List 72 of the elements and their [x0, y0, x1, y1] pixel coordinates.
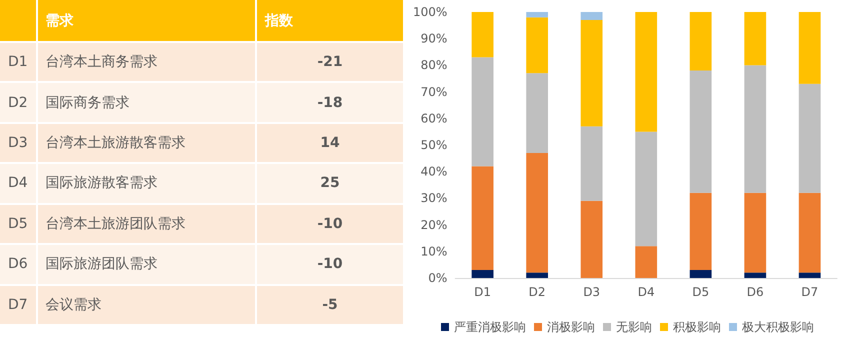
data-label: -10	[256, 244, 404, 285]
bar	[635, 132, 658, 246]
category-label: D1	[0, 42, 37, 82]
category-label: D5	[0, 204, 37, 244]
bar	[526, 152, 548, 273]
bar	[798, 84, 821, 193]
x-tick-label: D2	[528, 285, 546, 299]
x-tick-label: D4	[638, 285, 655, 299]
category-label: D4	[0, 163, 37, 204]
text: 国际旅游散客需求	[36, 163, 256, 204]
bar	[635, 246, 658, 278]
bar	[690, 12, 712, 71]
legend-label: 严重消极影响	[454, 320, 526, 334]
bar	[798, 192, 821, 273]
bar	[472, 57, 494, 166]
bar	[472, 270, 494, 278]
x-tick-label: D6	[746, 285, 764, 299]
x-tick-label: D3	[583, 285, 600, 299]
text: 台湾本土旅游团队需求	[36, 204, 256, 244]
bar	[526, 73, 548, 153]
category-label: D3	[0, 122, 37, 164]
bar	[526, 272, 548, 278]
bar	[635, 12, 658, 132]
bar	[690, 70, 712, 193]
bar	[580, 200, 603, 278]
x-tick-label: D5	[692, 285, 710, 299]
bar	[690, 270, 712, 278]
y-tick-label: 80%	[420, 58, 448, 72]
bar	[472, 12, 494, 58]
y-tick-label: 50%	[420, 138, 448, 152]
legend-label: 消极影响	[547, 320, 595, 334]
legend-label: 极大积极影响	[741, 320, 814, 334]
bar	[580, 126, 603, 201]
legend-label: 积极影响	[673, 320, 721, 334]
y-tick-label: 70%	[420, 84, 448, 99]
bar	[526, 17, 548, 74]
bar	[690, 192, 712, 270]
bar	[744, 12, 766, 66]
data-label: -21	[256, 42, 404, 82]
text: 会议需求	[36, 284, 256, 325]
text: 国际旅游团队需求	[36, 244, 256, 285]
bar	[744, 272, 766, 278]
text: 需求	[36, 0, 256, 42]
data-label: 14	[256, 122, 404, 164]
data-label: -18	[256, 82, 404, 123]
bar	[580, 20, 603, 126]
y-tick-label: 0%	[428, 271, 448, 285]
text: 国际商务需求	[36, 82, 256, 123]
y-tick-label: 90%	[420, 32, 448, 46]
bar	[798, 272, 821, 278]
x-tick-label: D1	[474, 285, 492, 299]
y-tick-label: 10%	[420, 244, 448, 258]
y-tick-label: 60%	[420, 111, 448, 126]
bar	[798, 12, 821, 84]
y-tick-label: 100%	[412, 5, 448, 19]
bar	[744, 192, 766, 273]
text: 台湾本土旅游散客需求	[36, 122, 256, 164]
data-label: -10	[256, 204, 404, 244]
bar	[472, 166, 494, 270]
bar	[744, 65, 766, 193]
text: 台湾本土商务需求	[36, 42, 256, 82]
data-label: 25	[256, 163, 404, 204]
x-tick-label: D7	[801, 285, 818, 299]
y-tick-label: 20%	[420, 218, 448, 232]
category-label: D2	[0, 82, 37, 123]
y-tick-label: 30%	[420, 191, 448, 206]
legend-label: 无影响	[616, 320, 652, 334]
bar	[526, 12, 548, 18]
y-tick-label: 40%	[420, 164, 448, 179]
bar	[580, 12, 603, 20]
text: 指数	[256, 0, 404, 42]
data-label: -5	[256, 284, 404, 325]
